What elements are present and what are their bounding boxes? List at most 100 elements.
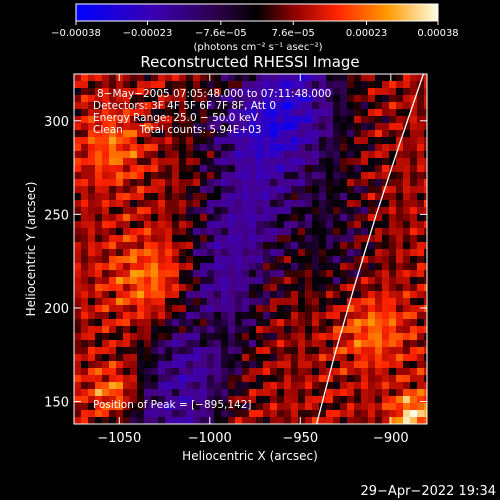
- heatmap-cell: [340, 88, 348, 96]
- heatmap-cell: [109, 95, 117, 103]
- heatmap-cell: [263, 158, 271, 166]
- heatmap-cell: [151, 326, 159, 334]
- heatmap-cell: [424, 200, 427, 208]
- heatmap-cell: [375, 354, 383, 362]
- heatmap-cell: [298, 179, 306, 187]
- heatmap-cell: [389, 214, 397, 222]
- heatmap-cell: [361, 74, 369, 82]
- heatmap-cell: [270, 109, 278, 117]
- heatmap-cell: [263, 137, 271, 145]
- heatmap-cell: [424, 263, 427, 271]
- heatmap-cell: [102, 214, 110, 222]
- heatmap-cell: [193, 298, 201, 306]
- heatmap-cell: [228, 200, 236, 208]
- heatmap-cell: [319, 165, 327, 173]
- heatmap-cell: [340, 396, 348, 404]
- annotation-method-counts: Clean Total counts: 5.94E+03: [93, 124, 262, 136]
- heatmap-cell: [130, 130, 138, 138]
- heatmap-cell: [102, 403, 110, 411]
- heatmap-cell: [81, 410, 89, 418]
- heatmap-cell: [193, 123, 201, 131]
- heatmap-cell: [326, 270, 334, 278]
- heatmap-cell: [270, 228, 278, 236]
- heatmap-cell: [403, 144, 411, 152]
- heatmap-cell: [333, 81, 341, 89]
- heatmap-cell: [165, 396, 173, 404]
- heatmap-cell: [88, 200, 96, 208]
- heatmap-cell: [340, 354, 348, 362]
- heatmap-cell: [116, 74, 124, 82]
- heatmap-cell: [235, 144, 243, 152]
- heatmap-cell: [109, 298, 117, 306]
- heatmap-cell: [263, 165, 271, 173]
- heatmap-cell: [333, 214, 341, 222]
- heatmap-cell: [305, 130, 313, 138]
- heatmap-cell: [144, 88, 152, 96]
- heatmap-cell: [130, 382, 138, 390]
- heatmap-cell: [424, 256, 427, 264]
- heatmap-cell: [172, 403, 180, 411]
- heatmap-cell: [284, 165, 292, 173]
- heatmap-cell: [179, 319, 187, 327]
- heatmap-cell: [130, 368, 138, 376]
- heatmap-cell: [389, 298, 397, 306]
- heatmap-cell: [270, 88, 278, 96]
- heatmap-cell: [116, 214, 124, 222]
- heatmap-cell: [88, 186, 96, 194]
- heatmap-cell: [186, 95, 194, 103]
- heatmap-cell: [277, 109, 285, 117]
- heatmap-cell: [74, 340, 82, 348]
- plot-frame: [73, 73, 428, 425]
- heatmap-cell: [123, 403, 131, 411]
- heatmap-cell: [151, 403, 159, 411]
- heatmap-cell: [326, 382, 334, 390]
- heatmap-cell: [319, 375, 327, 383]
- heatmap-cell: [389, 144, 397, 152]
- heatmap-cell: [242, 179, 250, 187]
- heatmap-cell: [116, 403, 124, 411]
- heatmap-cell: [375, 368, 383, 376]
- heatmap-cell: [333, 256, 341, 264]
- heatmap-cell: [221, 354, 229, 362]
- heatmap-cell: [305, 158, 313, 166]
- heatmap-cell: [123, 284, 131, 292]
- heatmap-cell: [249, 410, 257, 418]
- heatmap-cell: [242, 298, 250, 306]
- heatmap-cell: [319, 179, 327, 187]
- heatmap-cell: [270, 179, 278, 187]
- heatmap-cell: [214, 116, 222, 124]
- heatmap-cell: [74, 144, 82, 152]
- heatmap-cell: [270, 333, 278, 341]
- heatmap-cell: [130, 172, 138, 180]
- heatmap-cell: [158, 116, 166, 124]
- heatmap-cell: [270, 158, 278, 166]
- heatmap-cell: [263, 74, 271, 82]
- heatmap-cell: [165, 410, 173, 418]
- heatmap-cell: [130, 242, 138, 250]
- heatmap-cell: [88, 137, 96, 145]
- heatmap-cell: [88, 116, 96, 124]
- heatmap-cell: [207, 200, 215, 208]
- heatmap-cell: [172, 179, 180, 187]
- heatmap-cell: [361, 340, 369, 348]
- heatmap-cell: [333, 193, 341, 201]
- heatmap-cell: [340, 200, 348, 208]
- heatmap-cell: [102, 270, 110, 278]
- heatmap-cell: [368, 116, 376, 124]
- heatmap-cell: [354, 333, 362, 341]
- heatmap-cell: [214, 417, 222, 424]
- heatmap-cell: [130, 95, 138, 103]
- heatmap-cell: [277, 130, 285, 138]
- heatmap-cell: [81, 193, 89, 201]
- heatmap-cell: [284, 396, 292, 404]
- heatmap-cell: [284, 200, 292, 208]
- heatmap-cell: [354, 214, 362, 222]
- heatmap-cell: [193, 277, 201, 285]
- heatmap-cell: [396, 270, 404, 278]
- heatmap-cell: [263, 417, 271, 424]
- heatmap-cell: [95, 130, 103, 138]
- heatmap-cell: [228, 186, 236, 194]
- heatmap-cell: [186, 116, 194, 124]
- heatmap-cell: [326, 375, 334, 383]
- heatmap-cell: [410, 410, 418, 418]
